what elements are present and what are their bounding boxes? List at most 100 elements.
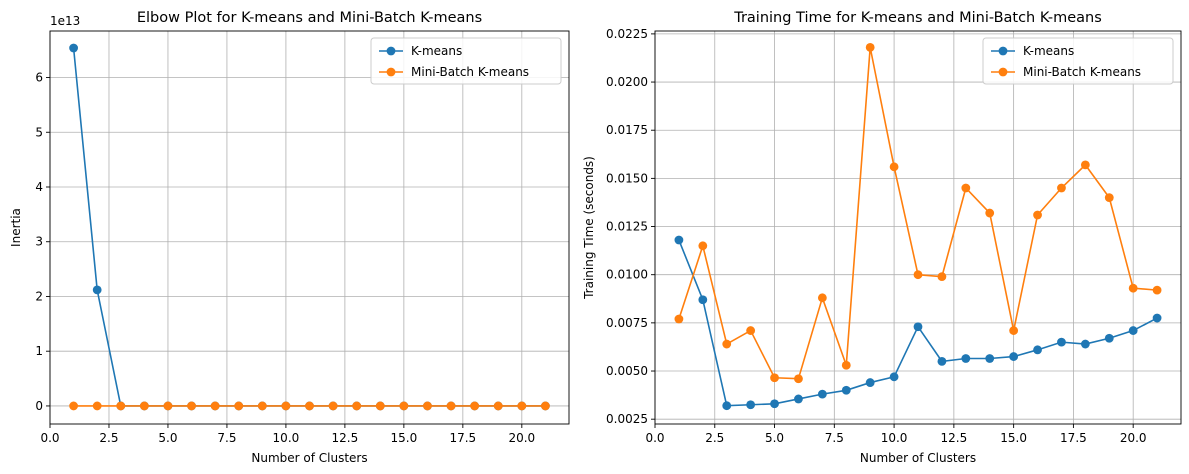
x-tick-label: 7.5	[825, 431, 844, 445]
series-line	[72, 47, 546, 407]
x-tick-label: 10.0	[273, 431, 300, 445]
data-point	[937, 356, 947, 366]
training-time-chart: 0.0 2.5 5.0 7.5 10.0 12.5 15.0 17.5 20.0 0.0025 0.…	[582, 10, 1182, 465]
data-point	[210, 401, 220, 411]
legend-label: K-means	[411, 44, 462, 58]
data-point	[1128, 283, 1138, 293]
data-point	[817, 293, 827, 303]
data-point	[698, 241, 708, 251]
data-point	[746, 326, 756, 335]
y-tick-label: 4	[35, 180, 43, 194]
legend-box	[982, 37, 1174, 85]
data-point	[92, 285, 102, 295]
data-point	[234, 401, 244, 411]
legend-label: Mini-Batch K-means	[1023, 65, 1141, 79]
y-tick-label: 0.0150	[606, 171, 648, 185]
series-kmeans	[674, 235, 1162, 411]
x-tick-label: 17.5	[449, 431, 476, 445]
data-point	[794, 394, 803, 404]
data-point	[1009, 326, 1019, 335]
y-tick-label: 0.0100	[606, 268, 648, 282]
legend-marker	[386, 46, 396, 56]
legend-marker	[998, 67, 1008, 77]
data-point	[257, 401, 267, 411]
y-tick-label: 0.0200	[606, 75, 648, 89]
x-tick-label: 15.0	[391, 431, 418, 445]
data-point	[470, 401, 480, 411]
x-axis-label: Number of Clusters	[860, 451, 976, 465]
y-tick-label: 0.0125	[606, 220, 648, 234]
data-point	[1104, 193, 1114, 203]
data-point	[517, 401, 527, 411]
y-tick-label: 6	[35, 71, 43, 85]
data-point	[1080, 339, 1090, 349]
plot-frame	[654, 30, 1182, 425]
data-point	[865, 42, 875, 52]
data-point	[281, 401, 291, 411]
data-point	[139, 401, 149, 411]
data-point	[746, 400, 756, 410]
series-mini-batch-kmeans	[69, 401, 550, 411]
data-point	[770, 373, 779, 383]
x-tick-label: 17.5	[1060, 431, 1087, 445]
x-tick-label: 12.5	[332, 431, 359, 445]
data-point	[423, 401, 432, 411]
y-tick-label: 2	[35, 289, 43, 303]
x-axis-label: Number of Clusters	[251, 451, 367, 465]
data-point	[770, 399, 779, 409]
data-point	[841, 360, 851, 370]
x-tick-label: 2.5	[705, 431, 724, 445]
data-point	[69, 401, 78, 411]
data-point	[328, 401, 338, 411]
data-point	[92, 401, 102, 411]
x-tick-label: 10.0	[881, 431, 908, 445]
y-axis-label: Training Time (seconds)	[582, 156, 596, 300]
data-point	[889, 372, 899, 382]
data-point	[1033, 345, 1042, 355]
data-point	[913, 270, 923, 280]
y-offset-label: 1e13	[50, 14, 80, 28]
x-tick-label: 5.0	[158, 431, 177, 445]
data-point	[1057, 337, 1066, 347]
data-point	[352, 401, 362, 411]
data-point	[305, 401, 314, 411]
data-point	[1152, 285, 1162, 295]
data-point	[1057, 183, 1066, 193]
data-point	[794, 374, 803, 384]
y-tick-label: 3	[35, 235, 43, 249]
y-tick-label: 0.0025	[606, 412, 648, 426]
y-tick-label: 1	[35, 344, 43, 358]
data-point	[1152, 313, 1162, 323]
data-point	[841, 385, 851, 395]
data-point	[961, 183, 971, 193]
y-axis-label: Inertia	[9, 208, 23, 247]
data-point	[674, 235, 684, 245]
legend: K-means Mini-Batch K-means	[370, 37, 562, 85]
data-point	[375, 401, 385, 411]
data-point	[1128, 326, 1138, 335]
data-point	[116, 401, 126, 411]
data-point	[889, 162, 899, 172]
x-tick-label: 15.0	[1000, 431, 1027, 445]
legend-label: Mini-Batch K-means	[411, 65, 529, 79]
data-point	[985, 354, 995, 363]
data-point	[865, 378, 875, 387]
x-tick-label: 20.0	[508, 431, 535, 445]
chart-title: Elbow Plot for K-means and Mini-Batch K-…	[137, 10, 482, 26]
data-point	[541, 401, 550, 411]
y-tick-label: 0	[35, 399, 43, 413]
y-tick-label: 0.0050	[606, 364, 648, 378]
legend: K-means Mini-Batch K-means	[982, 37, 1174, 85]
legend-marker	[998, 46, 1008, 56]
data-point	[985, 208, 995, 218]
data-point	[1104, 333, 1114, 343]
y-tick-label: 0.0225	[606, 27, 648, 41]
legend-box	[370, 37, 562, 85]
chart-title: Training Time for K-means and Mini-Batch…	[733, 10, 1102, 26]
data-point	[446, 401, 456, 411]
x-tick-label: 20.0	[1120, 431, 1147, 445]
data-point	[69, 43, 78, 53]
x-tick-label: 7.5	[217, 431, 236, 445]
legend-label: K-means	[1023, 44, 1074, 58]
